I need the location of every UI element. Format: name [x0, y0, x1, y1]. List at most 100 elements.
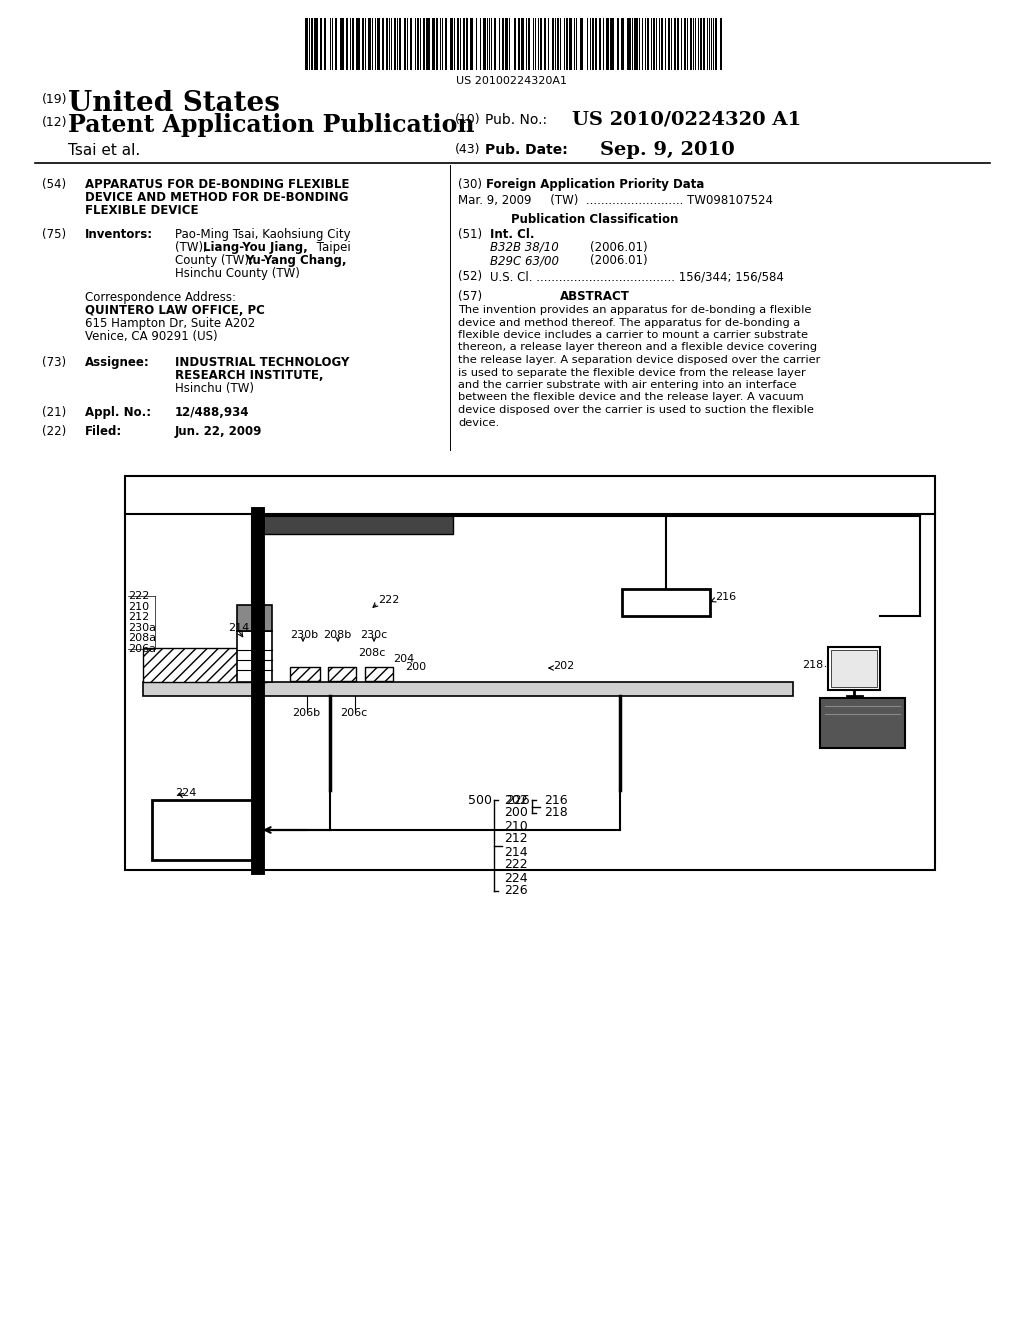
- Bar: [426, 18, 430, 70]
- Bar: [436, 18, 437, 70]
- Bar: [588, 18, 590, 70]
- Text: (75): (75): [42, 228, 67, 242]
- Text: INDUSTRIAL TECHNOLOGY: INDUSTRIAL TECHNOLOGY: [175, 356, 349, 370]
- Text: device.: device.: [458, 417, 499, 428]
- Text: 226: 226: [504, 884, 527, 898]
- Text: between the flexible device and the release layer. A vacuum: between the flexible device and the rele…: [458, 392, 804, 403]
- Bar: [583, 18, 587, 70]
- Bar: [431, 18, 434, 70]
- Bar: [408, 18, 410, 70]
- Bar: [421, 18, 423, 70]
- Bar: [488, 18, 490, 70]
- Text: 216: 216: [544, 793, 567, 807]
- Text: FLEXIBLE DEVICE: FLEXIBLE DEVICE: [85, 205, 199, 216]
- Bar: [676, 18, 677, 70]
- Text: 222: 222: [504, 858, 527, 871]
- Bar: [542, 18, 544, 70]
- Text: Venice, CA 90291 (US): Venice, CA 90291 (US): [85, 330, 218, 343]
- Bar: [399, 18, 401, 70]
- Bar: [290, 667, 319, 681]
- Text: Tsai et al.: Tsai et al.: [68, 143, 140, 158]
- Text: Appl. No.:: Appl. No.:: [85, 407, 152, 418]
- Bar: [572, 18, 574, 70]
- Bar: [674, 18, 676, 70]
- Bar: [595, 18, 597, 70]
- Bar: [701, 18, 703, 70]
- Bar: [671, 18, 672, 70]
- Bar: [437, 18, 439, 70]
- Bar: [390, 18, 392, 70]
- Text: 230c: 230c: [360, 630, 387, 640]
- Bar: [476, 18, 479, 70]
- Bar: [305, 18, 308, 70]
- Text: (2006.01): (2006.01): [590, 253, 647, 267]
- Bar: [502, 18, 504, 70]
- Text: Patent Application Publication: Patent Application Publication: [68, 114, 474, 137]
- Bar: [457, 18, 459, 70]
- Bar: [717, 18, 720, 70]
- Bar: [326, 18, 330, 70]
- Text: RESEARCH INSTITUTE,: RESEARCH INSTITUTE,: [175, 370, 324, 381]
- Text: thereon, a release layer thereon and a flexible device covering: thereon, a release layer thereon and a f…: [458, 342, 817, 352]
- Text: 212: 212: [128, 612, 150, 622]
- Text: 222: 222: [378, 595, 399, 605]
- Text: 206c: 206c: [340, 708, 368, 718]
- Bar: [703, 18, 705, 70]
- Text: Filed:: Filed:: [85, 425, 122, 438]
- Bar: [382, 18, 384, 70]
- Bar: [668, 18, 670, 70]
- Bar: [496, 18, 499, 70]
- Bar: [401, 18, 404, 70]
- Bar: [319, 18, 322, 70]
- Text: APPARATUS FOR DE-BONDING FLEXIBLE: APPARATUS FOR DE-BONDING FLEXIBLE: [85, 178, 349, 191]
- Bar: [417, 18, 419, 70]
- Bar: [577, 18, 580, 70]
- Text: Correspondence Address:: Correspondence Address:: [85, 290, 236, 304]
- Bar: [324, 18, 326, 70]
- Bar: [598, 18, 600, 70]
- Bar: [604, 18, 606, 70]
- Bar: [314, 18, 318, 70]
- Bar: [510, 18, 514, 70]
- Bar: [333, 18, 335, 70]
- Text: 230b: 230b: [290, 630, 318, 640]
- Text: 212: 212: [504, 833, 527, 846]
- Bar: [820, 698, 905, 748]
- Text: 218: 218: [544, 807, 567, 820]
- Text: 200: 200: [504, 807, 528, 820]
- Bar: [624, 18, 627, 70]
- Text: 204: 204: [393, 653, 415, 664]
- Bar: [482, 18, 485, 70]
- Text: Jun. 22, 2009: Jun. 22, 2009: [175, 425, 262, 438]
- Bar: [455, 18, 457, 70]
- Bar: [446, 18, 450, 70]
- Bar: [690, 18, 691, 70]
- Bar: [666, 18, 668, 70]
- Bar: [459, 18, 460, 70]
- Text: Publication Classification: Publication Classification: [511, 213, 679, 226]
- Bar: [385, 18, 387, 70]
- Bar: [396, 18, 398, 70]
- Text: (52): (52): [458, 271, 482, 282]
- Bar: [597, 18, 598, 70]
- Text: Liang-You Jiang,: Liang-You Jiang,: [203, 242, 308, 253]
- Bar: [430, 18, 431, 70]
- Text: (54): (54): [42, 178, 67, 191]
- Bar: [688, 18, 690, 70]
- Bar: [355, 18, 359, 70]
- Bar: [410, 18, 412, 70]
- Bar: [514, 18, 516, 70]
- Text: 222: 222: [128, 591, 150, 601]
- Bar: [663, 18, 665, 70]
- Bar: [372, 18, 373, 70]
- Text: Foreign Application Priority Data: Foreign Application Priority Data: [485, 178, 705, 191]
- Bar: [468, 18, 469, 70]
- Bar: [500, 18, 502, 70]
- Bar: [311, 18, 312, 70]
- Text: (10): (10): [455, 114, 480, 125]
- Bar: [143, 648, 267, 682]
- Text: 210: 210: [128, 602, 150, 612]
- Bar: [665, 18, 666, 70]
- Bar: [349, 18, 351, 70]
- Text: (12): (12): [42, 116, 68, 129]
